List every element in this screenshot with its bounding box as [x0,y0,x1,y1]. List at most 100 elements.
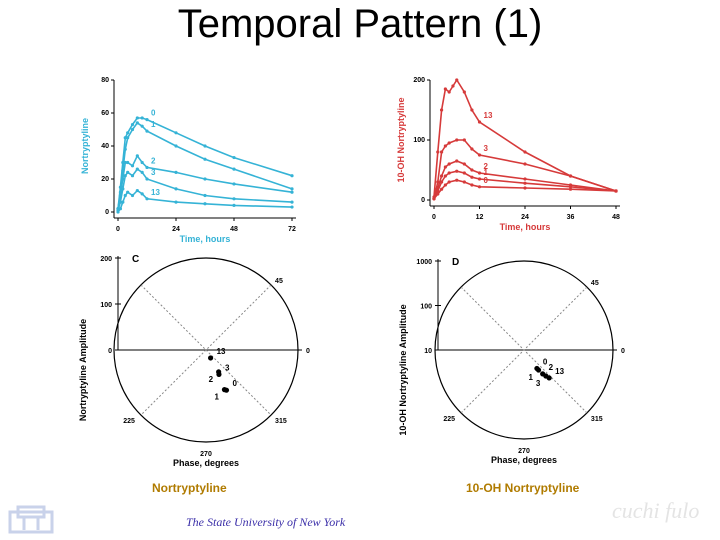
chart-b-series-2-point [523,177,527,181]
chart-c-point-label-0: 0 [232,379,237,388]
chart-c-point-0 [223,387,230,393]
chart-d-phase-tick-270: 270 [518,448,530,455]
chart-a-series-0-point [174,131,178,135]
chart-b-series-0-point [443,183,447,187]
chart-b-series-1-label: 1 [484,168,489,177]
chart-d-phase-tick-225: 225 [443,416,455,423]
chart-b-series-0-point [470,183,474,187]
chart-a-y-tick-label: 20 [101,176,109,183]
chart-a-series-2-point [121,177,125,181]
chart-d-point-label-2: 2 [549,363,554,372]
chart-b-series-2-line [433,160,617,200]
chart-c-point-label-1: 1 [214,393,219,402]
chart-b-series-1-point [443,174,447,178]
chart-a-series-1-point [232,167,236,171]
chart-a-x-tick-label: 24 [172,226,180,233]
chart-a-series-2-point [174,170,178,174]
chart-a-series-0-point [140,116,144,120]
chart-a-y-tick-label: 0 [105,209,109,216]
chart-d-phase-tick-315: 315 [591,416,603,423]
chart-b-series-2-point [439,174,444,178]
chart-d-phase-tick-45: 45 [591,280,599,287]
chart-a-series-2-point [232,182,236,186]
chart-b-series-0-point [477,185,482,189]
chart-b-series-0-point [523,186,527,190]
chart-b-series-2-point [443,165,447,169]
chart-a-series-0-point [126,131,130,135]
chart-a-series-2-point [123,160,127,165]
chart-a-series-2-point [126,160,130,165]
chart-a-series-13-point [174,200,178,204]
chart-a-series-13-point [123,193,127,198]
chart-a-series-13-point [130,193,135,198]
chart-a-series-1-point [130,127,135,132]
chart-b-series-1-point [439,180,444,184]
chart-c-amplitude-tick-label: 100 [100,302,112,309]
chart-a-series-2-point [140,160,144,165]
chart-d-amplitude-label: 10-OH Nortryptyline Amplitude [398,304,408,435]
chart-d-point-label-0: 0 [543,357,548,366]
chart-d-amplitude-tick-label: 1000 [416,259,432,266]
chart-b-series-2-point [477,171,482,175]
chart-b-series-1-point [455,169,459,173]
chart-c-point-label-13: 13 [217,347,226,356]
chart-a-series-13-point [232,203,236,207]
chart-b-series-13-point [447,90,451,94]
chart-b-x-tick-label: 24 [521,214,529,221]
chart-a-series-0-point [145,118,149,122]
chart-c-point-label-2: 2 [209,375,214,384]
chart-a-series-13-point [116,210,120,214]
chart-b-series-1-line [433,170,617,200]
chart-a-series-1-point [135,121,139,125]
chart-c-point-label-3: 3 [225,363,230,372]
chart-b-series-3-point [447,141,451,145]
chart-b-series-0-point [439,187,444,191]
chart-a-series-1-point [145,129,149,133]
chart-a-series-3-label: 3 [151,168,156,177]
chart-a-series-3-point [121,187,125,191]
chart-a-series-13-point [135,188,139,193]
chart-a-series-0-point [290,174,294,178]
chart-a-series-3-point [118,200,123,204]
chart-b-series-13-point [477,120,482,124]
caption-nortryptyline: Nortryptyline [152,481,227,495]
chart-b-series-0-point [568,187,573,191]
footer-university: The State University of New York [186,515,346,529]
chart-d-phase-tick-0: 0 [621,348,625,355]
chart-a-series-3-point [203,193,207,198]
chart-a-series-13-point [118,207,123,211]
chart-b-series-3-point [462,138,466,142]
chart-b-series-0-point [462,180,466,184]
chart-a-series-13-label: 13 [151,188,160,197]
chart-a-series-13-point [290,205,294,209]
chart-a-series-1-point [140,124,144,128]
chart-c-phase-tick-270: 270 [200,451,212,458]
chart-b-series-0-label: 0 [484,176,489,185]
chart-b-series-2-point [455,159,459,163]
chart-b-series-13-point [455,78,459,82]
chart-b-series-1-point [447,171,451,175]
chart-b-series-0-point [614,189,618,193]
chart-a-series-2-point [290,190,294,194]
chart-a-series-1-label: 1 [151,120,156,129]
university-logo-icon [8,505,54,534]
chart-d-amplitude-tick-label: 100 [420,304,432,311]
chart-b-series-13-point [436,150,440,154]
chart-d-panel-label: D [452,257,459,268]
chart-c-phase-tick-315: 315 [275,418,287,425]
chart-d-phase-label: Phase, degrees [491,455,557,465]
chart-d-point-13 [546,375,552,381]
chart-c-amplitude-tick-label: 200 [100,256,112,263]
chart-b-series-2-point [462,162,466,166]
chart-b-x-tick-label: 36 [567,214,575,221]
chart-a-x-tick-label: 48 [230,226,238,233]
chart-b-y-label: 10-OH Nortryptyline [396,97,406,182]
chart-b-series-1-point [470,175,474,179]
chart-a-series-0-point [123,136,127,140]
chart-b-series-13-label: 13 [484,111,493,120]
chart-c-amplitude-label: Nortryptyline Amplitude [78,319,88,421]
chart-c-phase-tick-0: 0 [306,348,310,355]
chart-b-series-13-point [439,108,444,112]
chart-a-series-0-point [232,155,236,160]
